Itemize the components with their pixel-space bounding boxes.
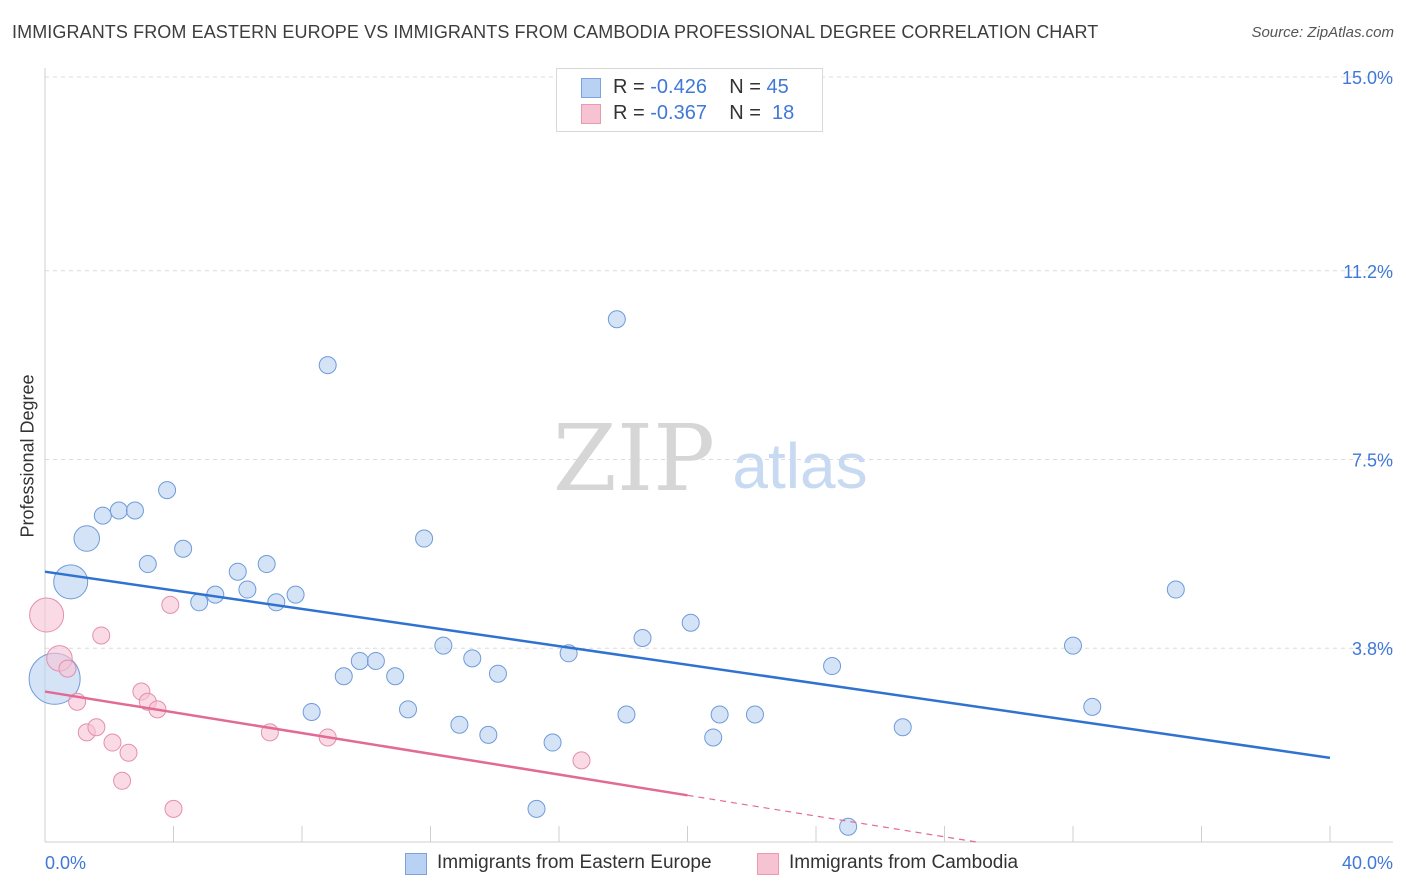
data-point-eastern-europe (350, 651, 369, 670)
legend-label: Immigrants from Eastern Europe (437, 852, 712, 873)
y-axis-label: Professional Degree (17, 374, 38, 538)
trend-line-extension (687, 794, 977, 843)
watermark-zip: ZIP (553, 405, 715, 512)
data-point-cambodia (92, 626, 111, 645)
data-point-eastern-europe (681, 613, 700, 632)
data-point-eastern-europe (450, 715, 469, 734)
pink-swatch (581, 104, 601, 124)
data-point-eastern-europe (318, 356, 337, 375)
data-point-cambodia (87, 718, 106, 737)
r-label: R = (613, 102, 645, 124)
data-point-eastern-europe (386, 667, 405, 686)
data-point-eastern-europe (125, 501, 144, 520)
data-point-eastern-europe (158, 481, 177, 500)
data-point-cambodia (572, 751, 591, 770)
data-point-eastern-europe (415, 529, 434, 548)
r-value: -0.426 (650, 76, 707, 98)
data-point-cambodia (164, 799, 183, 818)
data-point-eastern-europe (543, 733, 562, 752)
data-point-eastern-europe (463, 649, 482, 668)
y-tick-label: 11.2% (1343, 262, 1393, 282)
x-tick-label: 40.0% (1342, 853, 1393, 873)
data-point-cambodia (161, 595, 180, 614)
data-point-eastern-europe (527, 799, 546, 818)
data-point-cambodia (103, 733, 122, 752)
data-point-eastern-europe (1166, 580, 1185, 599)
data-point-cambodia (119, 743, 138, 762)
data-point-eastern-europe (334, 667, 353, 686)
r-value: -0.367 (650, 102, 707, 124)
chart-title: IMMIGRANTS FROM EASTERN EUROPE VS IMMIGR… (12, 22, 1099, 42)
data-point-eastern-europe (93, 506, 112, 525)
n-label: N = (729, 102, 761, 124)
data-point-cambodia (29, 597, 65, 633)
data-point-eastern-europe (434, 636, 453, 655)
n-label: N = (729, 76, 761, 98)
n-value: 45 (766, 76, 789, 98)
data-point-eastern-europe (174, 539, 193, 558)
data-point-eastern-europe (617, 705, 636, 724)
data-point-eastern-europe (745, 705, 764, 724)
data-point-eastern-europe (302, 702, 321, 721)
trend-line-cambodia (44, 690, 688, 797)
blue-swatch (581, 78, 601, 98)
data-point-eastern-europe (73, 525, 101, 552)
data-point-eastern-europe (228, 562, 247, 581)
x-tick-label: 0.0% (45, 853, 86, 873)
data-point-eastern-europe (893, 718, 912, 737)
source-credit: Source: ZipAtlas.com (1251, 24, 1394, 41)
data-point-cambodia (58, 659, 77, 678)
y-tick-label: 3.8% (1352, 639, 1393, 659)
data-point-eastern-europe (399, 700, 418, 719)
trend-line-eastern-europe (44, 570, 1331, 760)
data-point-eastern-europe (53, 564, 89, 600)
data-point-eastern-europe (607, 310, 626, 329)
data-point-eastern-europe (1064, 636, 1082, 655)
data-point-eastern-europe (823, 657, 842, 676)
data-point-eastern-europe (704, 728, 723, 747)
n-value: 18 (772, 102, 795, 124)
y-tick-label: 15.0% (1342, 68, 1393, 88)
data-point-eastern-europe (109, 501, 128, 520)
stats-legend: R = -0.426 N = 45 R = -0.367 N = 18 (556, 68, 823, 132)
watermark-atlas: atlas (732, 430, 867, 502)
data-point-eastern-europe (1083, 697, 1102, 716)
data-point-eastern-europe (190, 593, 209, 612)
y-tick-label: 7.5% (1352, 451, 1393, 471)
data-point-eastern-europe (257, 555, 276, 574)
data-point-eastern-europe (479, 725, 498, 744)
blue-swatch (405, 853, 427, 875)
data-point-eastern-europe (238, 580, 257, 599)
pink-swatch (757, 853, 779, 875)
data-point-eastern-europe (138, 555, 157, 574)
data-point-eastern-europe (710, 705, 729, 724)
legend-label: Immigrants from Cambodia (789, 852, 1019, 873)
data-point-eastern-europe (286, 585, 305, 604)
data-point-eastern-europe (633, 629, 652, 647)
data-point-eastern-europe (488, 664, 507, 683)
r-label: R = (613, 76, 645, 98)
data-point-eastern-europe (366, 651, 385, 670)
data-point-cambodia (113, 771, 132, 790)
data-point-eastern-europe (267, 593, 286, 612)
